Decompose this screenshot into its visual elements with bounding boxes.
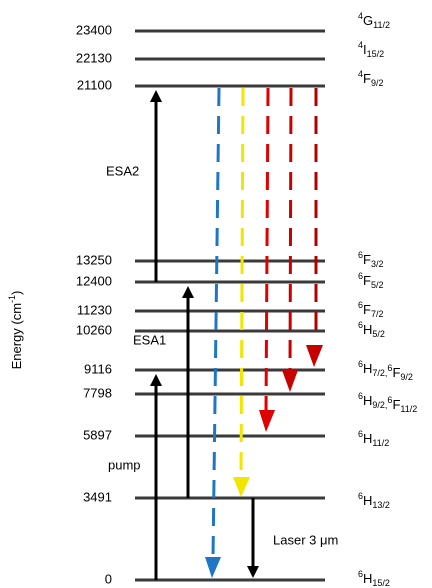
term-letter: F [363, 302, 371, 317]
laser-label: Laser 3 μm [273, 532, 338, 547]
term-letter: G [363, 13, 373, 28]
term-letter: H [363, 571, 372, 586]
axis-label-text: Energy (cm [9, 303, 24, 369]
term-sub: 11/2 [372, 438, 389, 448]
term-sup: 6 [387, 363, 392, 373]
term-letter: F [392, 365, 400, 380]
energy-label: 10260 [76, 322, 112, 337]
term-letter: F [363, 71, 371, 86]
term-label: 6H11/2 [358, 429, 389, 448]
arrowhead [205, 557, 221, 578]
term-sub: 13/2 [372, 500, 390, 510]
arrowhead [282, 370, 298, 392]
term-sub: 9/2, [372, 400, 387, 410]
arrowhead [259, 410, 275, 432]
term-letter: H [363, 393, 372, 408]
term-sup: 6 [358, 569, 363, 579]
term-sub: 7/2, [372, 368, 387, 378]
term-sup: 4 [358, 69, 363, 79]
axis-label-sup: -1 [7, 295, 17, 303]
term-sub: 15/2 [367, 49, 385, 59]
energy-label: 7798 [83, 385, 112, 400]
esa1-label: ESA1 [133, 332, 166, 347]
term-sub: 11/2 [373, 20, 390, 30]
term-sub: 9/2 [371, 78, 384, 88]
axis-label-tail: ) [9, 291, 24, 295]
term-sup: 4 [358, 11, 363, 21]
decay-lines [205, 87, 323, 578]
term-letter: H [363, 361, 372, 376]
term-label: 6H7/2,6F9/2 [358, 359, 413, 382]
term-sup: 6 [358, 320, 363, 330]
term-sub: 5/2 [372, 329, 385, 339]
term-label: 6H15/2 [358, 569, 390, 588]
decay-line [264, 87, 270, 413]
term-label: 4I15/2 [358, 40, 384, 59]
energy-label: 5897 [83, 427, 112, 442]
term-sub: 7/2 [371, 309, 384, 319]
arrowhead [306, 345, 323, 367]
term-sup: 6 [358, 250, 363, 260]
energy-label: 12400 [76, 273, 112, 288]
term-letter: I [363, 42, 367, 57]
term-letter: H [363, 431, 372, 446]
term-label: 6H5/2 [358, 320, 385, 339]
term-label: 6F3/2 [358, 250, 383, 269]
term-sup: 6 [358, 429, 363, 439]
energy-label: 13250 [76, 252, 112, 267]
term-label: 6F7/2 [358, 300, 383, 319]
pump-label: pump [108, 457, 141, 472]
term-label: 4G11/2 [358, 11, 390, 30]
term-label: 4F9/2 [358, 69, 383, 88]
esa2-label: ESA2 [106, 163, 139, 178]
term-label: 6H13/2 [358, 491, 390, 510]
energy-label: 0 [105, 571, 112, 586]
term-sup: 6 [358, 491, 363, 501]
decay-line [239, 87, 245, 479]
energy-label: 9116 [84, 361, 112, 376]
energy-label: 11230 [77, 302, 112, 317]
term-sup: 6 [387, 395, 392, 405]
term-sub: 3/2 [371, 259, 384, 269]
term-letter: F [363, 273, 371, 288]
axis-label: Energy (cm-1) [7, 291, 24, 370]
term-sub: 9/2 [400, 372, 413, 382]
decay-line [288, 87, 293, 373]
term-sup: 6 [358, 359, 363, 369]
term-label: 6H9/2,6F11/2 [358, 391, 417, 414]
term-sub: 5/2 [371, 280, 384, 290]
term-label: 6F5/2 [358, 271, 383, 290]
term-letter: H [363, 493, 372, 508]
term-sup: 6 [358, 391, 363, 401]
term-letter: H [363, 322, 372, 337]
term-sup: 6 [358, 300, 363, 310]
term-sub: 15/2 [372, 578, 390, 588]
term-sub: 11/2 [400, 404, 417, 414]
decay-line [211, 87, 221, 559]
term-sup: 4 [358, 40, 363, 50]
energy-label: 22130 [76, 50, 112, 65]
arrowhead [233, 477, 250, 497]
term-letter: F [363, 252, 371, 267]
energy-label: 23400 [76, 22, 112, 37]
term-sup: 6 [358, 271, 363, 281]
energy-label: 21100 [77, 77, 112, 92]
energy-label: 3491 [83, 489, 112, 504]
term-letter: F [392, 397, 400, 412]
